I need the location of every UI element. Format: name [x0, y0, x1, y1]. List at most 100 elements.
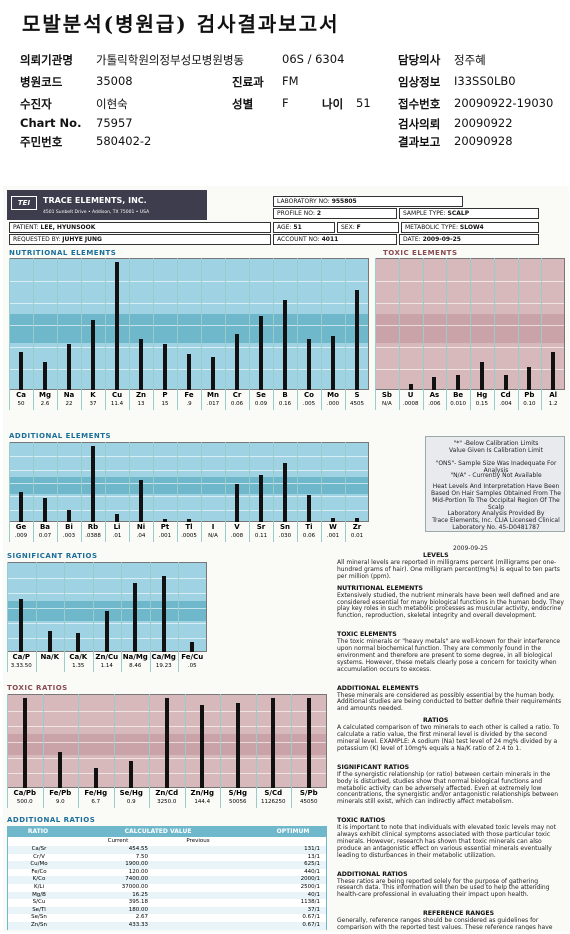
heading-nutritional: NUTRITIONAL ELEMENTS [9, 249, 117, 257]
additional-ratio-optimum: 40/1 [307, 891, 320, 898]
toxic-bar [503, 374, 508, 390]
additional-normal-band [10, 476, 368, 495]
nutritional-bar [19, 351, 23, 390]
note-text: These minerals are considered as possibl… [337, 691, 562, 713]
note-text: The toxic minerals or "heavy metals" are… [337, 638, 561, 673]
note-heading: TOXIC ELEMENTS [337, 631, 397, 639]
value-chart-no: 75957 [96, 116, 133, 130]
additional-ratio-row: S/Cu 395.18 1138/1 [8, 899, 326, 907]
toxic-ratio-chart: Ca/Pb 500.0 Fe/Pb 9.0 Fe/Hg 6.7 Se/Hg 0.9 Zn/Cd 3… [7, 694, 327, 810]
toxic-ratio-value: 3250.0 [157, 799, 177, 805]
additional-ratio-row: Zn/Sn 433.33 0.67/1 [8, 922, 326, 930]
nutritional-column-divider [321, 258, 322, 410]
additional-column-divider [57, 442, 58, 542]
additional-label: Ge [15, 523, 27, 531]
toxic-ratio-value: 500.0 [16, 799, 33, 805]
nutritional-gridline [10, 303, 368, 304]
lab-age-label: AGE: [277, 224, 292, 231]
sig-ratio-column-divider [92, 562, 94, 672]
additional-ratio-current: 37000.00 [121, 884, 148, 890]
additional-label: Li [113, 523, 121, 531]
sex-box: SEX: F [337, 222, 399, 233]
legend-line-5: Heat Levels And Interpretation Have Been… [431, 483, 561, 511]
additional-label: W [329, 523, 337, 531]
additional-ratio-name: Se/Tl [32, 906, 46, 913]
nutritional-value: 13 [137, 401, 145, 407]
toxic-ratio-label: Se/Hg [119, 789, 143, 797]
additional-ratio-row: Se/Tl 180.00 37/1 [8, 906, 326, 915]
toxic-ratio-bar [200, 705, 205, 788]
additional-ratio-optimum: 2000/1 [300, 876, 320, 883]
label-institution: 의뢰기관명 [20, 53, 73, 67]
toxic-value: .0008 [402, 401, 419, 407]
age-box: AGE: 51 [273, 222, 335, 233]
metabolic-label: METABOLIC TYPE: [405, 224, 458, 231]
value-doctor: 정주혜 [454, 53, 486, 67]
toxic-value: 1.2 [548, 401, 558, 407]
sample-label: SAMPLE TYPE: [403, 210, 446, 217]
nutritional-gridline [10, 325, 368, 326]
additional-column-divider [273, 442, 274, 542]
additional-chart: Ge .009 Ba 0.07 Bi .003 Rb .0388 Li .01 Ni .04 Pt .00… [9, 442, 369, 544]
toxic-value: 0.15 [475, 401, 488, 407]
additional-value: .009 [14, 533, 28, 539]
nutritional-column-divider [57, 258, 58, 410]
note-text: Generally, reference ranges should be co… [337, 917, 553, 930]
note-text: If the synergistic relationship (or rati… [337, 770, 559, 806]
lab-patient-label: PATIENT: [13, 224, 39, 231]
header-line-1: 의뢰기관명 [20, 52, 73, 68]
additional-label: Ti [305, 523, 313, 531]
additional-ratio-current: 454.55 [128, 846, 148, 852]
nutritional-column-divider [105, 258, 106, 410]
additional-value: 0.01 [350, 533, 364, 539]
additional-label: Tl [185, 523, 193, 531]
nutritional-value: 50 [17, 401, 25, 407]
toxic-column-divider [446, 258, 448, 410]
value-report-date: 20090928 [454, 134, 513, 148]
additional-ratio-row: K/Li 37000.00 2500/1 [8, 884, 326, 892]
heading-additional-ratios: ADDITIONAL RATIOS [7, 816, 96, 824]
legend-line-7: Trace Elements, Inc. CLIA Licensed Clini… [432, 517, 560, 531]
value-ward: 06S / 6304 [282, 52, 345, 66]
nutritional-value: 0.06 [230, 401, 244, 407]
note-heading: TOXIC RATIOS [337, 817, 386, 825]
heading-significant-ratios: SIGNIFICANT RATIOS [7, 552, 98, 560]
sig-ratio-value: 8.46 [129, 663, 142, 669]
additional-value: N/A [208, 533, 218, 539]
toxic-ratio-column-divider [291, 694, 292, 808]
additional-column-divider [105, 442, 106, 542]
sample-value: SCALP [447, 210, 470, 217]
nutritional-chart: Ca 50 Mg 2.6 Na 22 K 37 Cu 11.4 Zn 13 P 15 Fe .9 Mn .017 C… [9, 258, 369, 412]
lab-age-value: 51 [293, 224, 302, 231]
toxic-label: U [407, 391, 414, 399]
additional-ratio-name: Fe/Co [31, 868, 47, 875]
additional-ratios-subheader: Current [107, 838, 129, 844]
additional-ratio-name: Mg/B [32, 891, 46, 898]
additional-ratio-current: 1900.00 [125, 861, 148, 868]
additional-column-divider [249, 442, 250, 542]
nutritional-column-divider [9, 258, 10, 410]
additional-value: 0.11 [254, 533, 268, 539]
label-hospital-code: 병원코드 [20, 75, 63, 89]
toxic-ratio-label: S/Pb [299, 789, 318, 797]
additional-bar [19, 491, 23, 522]
lab-address: 4501 Sunbelt Drive • Addison, TX 75001 •… [43, 210, 150, 215]
additional-label: Sr [256, 523, 266, 531]
nutritional-label: K [90, 391, 96, 399]
additional-value: .008 [230, 533, 244, 539]
additional-ratios-table: RATIO CALCULATED VALUE OPTIMUM Current Previ… [7, 826, 327, 930]
additional-ratios-header: RATIO CALCULATED VALUE OPTIMUM [8, 827, 326, 837]
additional-ratios-col-header: CALCULATED VALUE [124, 828, 192, 835]
toxic-label: Al [549, 391, 558, 399]
toxic-label: Hg [476, 391, 488, 399]
additional-label: Zr [352, 523, 362, 531]
value-department: FM [282, 74, 299, 88]
note-text: These ratios are being reported solely f… [337, 877, 550, 899]
toxic-ratio-bar [22, 698, 27, 788]
heading-toxic: TOXIC ELEMENTS [383, 249, 458, 257]
nutritional-column-divider [201, 258, 202, 410]
note-text: Extensively studied, the nutrient minera… [337, 591, 564, 620]
additional-ratio-name: K/Li [33, 884, 45, 890]
value-sex: F [282, 96, 289, 110]
notes-column: LEVELS All mineral levels are reported in… [333, 552, 567, 930]
